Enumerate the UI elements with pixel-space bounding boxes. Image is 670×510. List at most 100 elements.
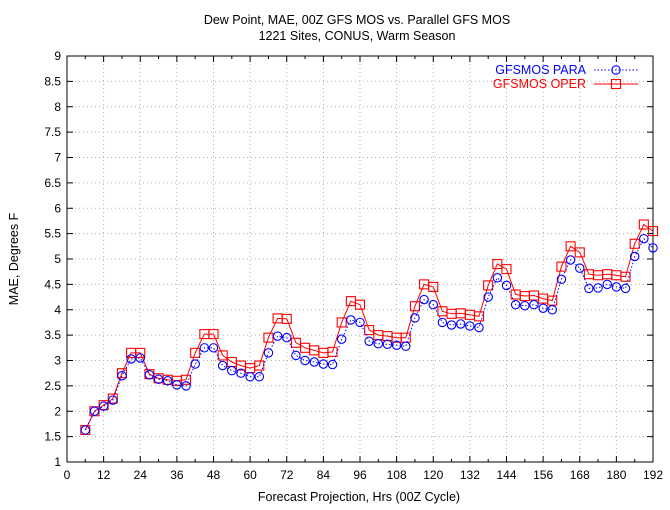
data-point bbox=[584, 283, 594, 294]
y-tick-label: 4 bbox=[54, 303, 61, 317]
x-tick-label: 108 bbox=[387, 468, 407, 482]
data-point bbox=[419, 294, 429, 305]
data-point bbox=[473, 311, 485, 322]
x-tick-label: 36 bbox=[170, 468, 184, 482]
x-tick-label: 84 bbox=[317, 468, 331, 482]
data-point bbox=[556, 261, 567, 272]
data-point bbox=[300, 355, 310, 366]
data-point bbox=[318, 359, 329, 369]
plot-series bbox=[80, 219, 659, 436]
data-point bbox=[208, 343, 219, 353]
data-point bbox=[492, 273, 503, 283]
data-point bbox=[309, 357, 319, 367]
x-axis-label: Forecast Projection, Hrs (00Z Cycle) bbox=[258, 490, 460, 504]
y-tick-label: 7.5 bbox=[44, 125, 61, 139]
x-tick-label: 0 bbox=[64, 468, 71, 482]
y-tick-label: 6 bbox=[54, 201, 61, 215]
data-point bbox=[629, 251, 640, 262]
data-point bbox=[593, 283, 603, 293]
data-point bbox=[162, 376, 173, 386]
y-tick-label: 5.5 bbox=[44, 227, 61, 241]
data-point bbox=[272, 331, 283, 341]
data-point bbox=[98, 401, 109, 411]
legend-label: GFSMOS PARA bbox=[495, 63, 586, 77]
data-point bbox=[126, 354, 136, 364]
y-tick-label: 1 bbox=[54, 455, 61, 469]
data-point bbox=[483, 280, 494, 291]
data-point bbox=[602, 279, 612, 290]
data-point bbox=[547, 304, 558, 315]
data-point bbox=[108, 395, 118, 405]
legend-marker bbox=[610, 78, 622, 90]
data-point bbox=[529, 299, 539, 310]
y-tick-label: 4.5 bbox=[44, 277, 61, 291]
data-point bbox=[227, 365, 237, 376]
data-point bbox=[611, 282, 622, 292]
data-point bbox=[520, 300, 530, 311]
x-tick-label: 48 bbox=[207, 468, 221, 482]
data-point bbox=[474, 322, 484, 333]
data-point bbox=[190, 347, 201, 358]
data-point bbox=[382, 339, 393, 350]
x-tick-label: 60 bbox=[243, 468, 257, 482]
y-tick-label: 7 bbox=[54, 151, 61, 165]
data-point bbox=[465, 321, 475, 331]
data-point bbox=[135, 353, 146, 363]
data-point bbox=[107, 393, 118, 404]
data-point bbox=[117, 370, 127, 381]
data-point bbox=[574, 247, 585, 258]
data-point bbox=[354, 299, 366, 310]
y-tick-label: 1.5 bbox=[44, 430, 61, 444]
data-point bbox=[254, 371, 265, 382]
data-point bbox=[281, 313, 292, 324]
y-tick-label: 8.5 bbox=[44, 74, 61, 88]
data-point bbox=[208, 329, 219, 340]
grid bbox=[67, 56, 653, 462]
data-point bbox=[364, 336, 374, 346]
data-point bbox=[455, 319, 466, 329]
data-point bbox=[135, 347, 146, 358]
data-point bbox=[172, 380, 182, 390]
data-point bbox=[217, 360, 228, 371]
x-tick-label: 192 bbox=[643, 468, 663, 482]
chart-subtitle: 1221 Sites, CONUS, Warm Season bbox=[259, 29, 456, 43]
data-point bbox=[428, 299, 438, 310]
data-point bbox=[80, 425, 91, 435]
data-point bbox=[492, 259, 503, 270]
data-point bbox=[565, 255, 576, 265]
data-point bbox=[556, 274, 567, 285]
data-point bbox=[620, 271, 631, 282]
x-tick-label: 72 bbox=[280, 468, 294, 482]
x-tick-label: 132 bbox=[460, 468, 480, 482]
x-tick-label: 180 bbox=[606, 468, 626, 482]
data-point bbox=[327, 359, 338, 370]
data-point bbox=[373, 339, 384, 349]
data-point bbox=[336, 317, 347, 328]
data-point bbox=[336, 334, 347, 344]
data-point bbox=[409, 301, 420, 312]
x-tick-label: 24 bbox=[134, 468, 148, 482]
y-tick-label: 5 bbox=[54, 252, 61, 266]
axes: 0 12 24 36 48 60 72 84 96 108 120 132 144 156 168 180 19… bbox=[44, 49, 663, 482]
y-tick-label: 3 bbox=[54, 354, 61, 368]
data-point bbox=[190, 359, 200, 369]
y-tick-label: 2.5 bbox=[44, 379, 61, 393]
data-point bbox=[538, 303, 548, 313]
data-point bbox=[180, 374, 192, 385]
data-point bbox=[89, 406, 100, 416]
y-tick-label: 3.5 bbox=[44, 328, 61, 342]
x-tick-label: 120 bbox=[423, 468, 443, 482]
x-tick-label: 168 bbox=[570, 468, 590, 482]
data-point bbox=[510, 299, 521, 310]
data-point bbox=[217, 350, 228, 361]
y-axis-label: MAE, Degrees F bbox=[7, 212, 21, 305]
x-tick-label: 156 bbox=[533, 468, 553, 482]
data-point bbox=[648, 243, 658, 253]
y-tick-label: 2 bbox=[54, 404, 61, 418]
data-point bbox=[638, 219, 649, 230]
data-point bbox=[236, 368, 246, 378]
data-point bbox=[355, 317, 365, 328]
data-point bbox=[281, 332, 292, 343]
